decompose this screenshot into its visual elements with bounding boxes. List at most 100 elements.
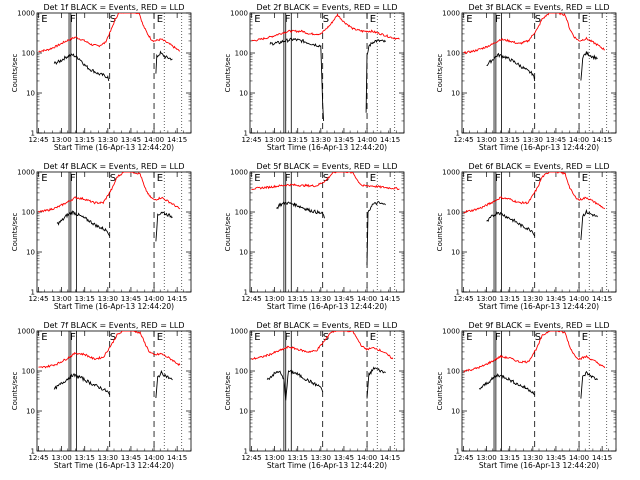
y-tick-label: 100: [447, 209, 460, 217]
x-tick-label: 13:30: [98, 295, 118, 303]
segment-marker-letter: S: [110, 332, 116, 343]
x-tick-label: 14:15: [380, 295, 400, 303]
x-axis-label: Start Time (16-Apr-13 12:44:20): [267, 143, 387, 152]
x-tick-label: 13:45: [334, 454, 354, 462]
y-tick-label: 1: [456, 130, 460, 138]
x-tick-label: 13:15: [75, 136, 95, 144]
x-tick-label: 13:30: [98, 454, 118, 462]
x-tick-label: 13:15: [500, 136, 520, 144]
x-axis-label: Start Time (16-Apr-13 12:44:20): [267, 461, 387, 470]
lld-series-line: [463, 13, 605, 55]
y-tick-label: 1: [456, 448, 460, 456]
segment-marker-letter: E: [41, 332, 47, 343]
plot-frame: [249, 12, 405, 134]
panel-6: Det 6f BLACK = Events, RED = LLD 1 10 100 10…: [436, 162, 617, 311]
panel-title: Det 4f BLACK = Events, RED = LLD: [43, 162, 184, 171]
x-tick-label: 12:45: [28, 136, 48, 144]
y-tick-label: 1000: [230, 328, 248, 336]
plot-area: [251, 172, 400, 266]
x-tick-label: 13:45: [121, 136, 141, 144]
segment-marker-letter: F: [70, 173, 76, 184]
y-tick-label: 100: [447, 50, 460, 58]
x-tick-label: 13:30: [523, 136, 543, 144]
y-tick-label: 100: [22, 50, 35, 58]
x-tick-label: 14:00: [569, 136, 589, 144]
y-tick-label: 1: [244, 289, 248, 297]
y-tick-label: 1000: [17, 169, 35, 177]
panel-2: Det 2f BLACK = Events, RED = LLD 1 10 100 10…: [224, 3, 405, 152]
x-tick-label: 14:15: [167, 136, 187, 144]
y-tick-label: 100: [235, 50, 248, 58]
x-tick-label: 12:45: [241, 295, 261, 303]
panel-1: Det 1f BLACK = Events, RED = LLD 1 10 100 10…: [11, 3, 192, 152]
plot-frame: [36, 171, 192, 293]
events-series-line: [53, 373, 111, 396]
x-tick-label: 13:45: [121, 454, 141, 462]
x-tick-label: 12:45: [453, 295, 473, 303]
segment-marker-letter: E: [41, 14, 47, 25]
y-tick-label: 1000: [230, 10, 248, 18]
x-axis-label: Start Time (16-Apr-13 12:44:20): [54, 143, 174, 152]
segment-marker-letter: E: [157, 14, 163, 25]
segment-marker-letter: F: [495, 332, 501, 343]
lld-series-line: [38, 331, 181, 369]
x-tick-label: 14:15: [592, 295, 612, 303]
x-tick-label: 13:15: [288, 295, 308, 303]
x-tick-label: 13:00: [265, 454, 285, 462]
x-tick-label: 14:15: [380, 454, 400, 462]
y-axis-label: Counts/sec: [224, 372, 232, 411]
segment-marker-letter: S: [535, 14, 541, 25]
plot-area: [251, 13, 400, 122]
segment-marker-letter: F: [70, 14, 76, 25]
y-tick-label: 1: [244, 130, 248, 138]
events-series-line: [155, 369, 173, 399]
y-tick-label: 1000: [17, 328, 35, 336]
panel-title: Det 8f BLACK = Events, RED = LLD: [256, 321, 397, 330]
y-axis-label: Counts/sec: [224, 54, 232, 93]
plot-area: [38, 172, 181, 242]
x-tick-label: 14:00: [357, 454, 377, 462]
panel-title: Det 6f BLACK = Events, RED = LLD: [468, 162, 609, 171]
x-tick-label: 13:45: [334, 295, 354, 303]
y-tick-label: 1: [456, 289, 460, 297]
x-tick-label: 13:00: [477, 295, 497, 303]
x-tick-label: 13:45: [121, 295, 141, 303]
x-tick-label: 14:00: [144, 295, 164, 303]
segment-marker-letter: F: [495, 173, 501, 184]
x-tick-label: 13:00: [265, 136, 285, 144]
x-tick-label: 12:45: [28, 295, 48, 303]
plot-area: [463, 172, 606, 241]
x-tick-label: 13:30: [523, 454, 543, 462]
x-tick-label: 12:45: [241, 454, 261, 462]
x-tick-label: 13:00: [477, 136, 497, 144]
y-tick-label: 10: [451, 249, 460, 257]
events-series-line: [486, 52, 536, 82]
segment-marker-letter: S: [535, 173, 541, 184]
x-axis-label: Start Time (16-Apr-13 12:44:20): [54, 461, 174, 470]
y-tick-label: 1: [31, 130, 35, 138]
events-series-line: [580, 370, 598, 399]
plot-area: [251, 331, 394, 401]
x-tick-label: 14:15: [592, 136, 612, 144]
x-tick-label: 13:15: [75, 295, 95, 303]
x-axis-label: Start Time (16-Apr-13 12:44:20): [479, 461, 599, 470]
plot-area: [463, 13, 605, 82]
x-tick-label: 14:00: [144, 136, 164, 144]
x-tick-label: 13:15: [500, 295, 520, 303]
x-tick-label: 13:00: [52, 295, 72, 303]
y-tick-label: 10: [239, 90, 248, 98]
panel-4: Det 4f BLACK = Events, RED = LLD 1 10 100 10…: [11, 162, 192, 311]
panel-7: Det 7f BLACK = Events, RED = LLD 1 10 100 10…: [11, 321, 192, 470]
segment-marker-letter: E: [254, 332, 260, 343]
x-tick-label: 13:30: [523, 295, 543, 303]
segment-marker-letter: E: [157, 332, 163, 343]
events-series-line: [366, 366, 386, 399]
panel-title: Det 7f BLACK = Events, RED = LLD: [43, 321, 184, 330]
y-axis-label: Counts/sec: [11, 213, 19, 252]
x-tick-label: 13:15: [288, 136, 308, 144]
panel-9: Det 9f BLACK = Events, RED = LLD 1 10 100 10…: [436, 321, 617, 470]
segment-marker-letter: E: [582, 173, 588, 184]
segment-marker-letter: E: [466, 14, 472, 25]
plot-frame: [36, 330, 192, 452]
